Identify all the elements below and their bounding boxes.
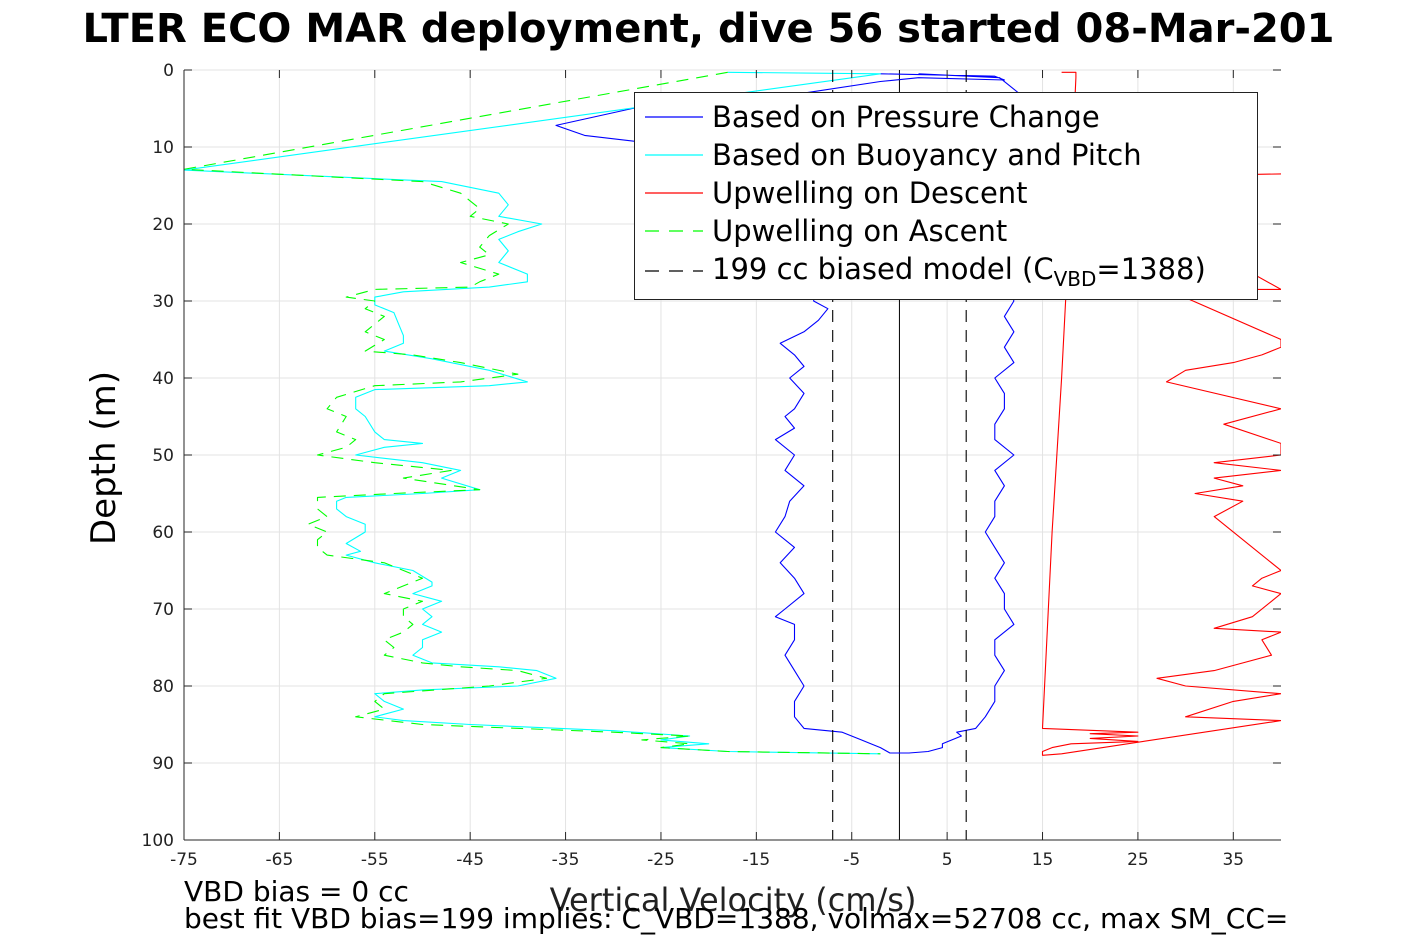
legend-label-descent: Upwelling on Descent — [712, 176, 1028, 210]
y-tick-label-10: 100 — [142, 831, 174, 851]
legend-label-model-sub: VBD — [1053, 266, 1097, 291]
y-tick-label-0: 0 — [163, 61, 174, 81]
x-tick-label-6: -15 — [742, 850, 770, 870]
x-tick-label-3: -45 — [456, 850, 484, 870]
y-tick-label-7: 70 — [152, 600, 174, 620]
legend-label-ascent: Upwelling on Ascent — [712, 214, 1008, 248]
x-axis-label: Vertical Velocity (cm/s) — [549, 881, 917, 919]
x-tick-label-7: -5 — [843, 850, 860, 870]
x-tick-label-4: -35 — [552, 850, 580, 870]
y-tick-label-1: 10 — [152, 138, 174, 158]
x-tick-label-2: -55 — [361, 850, 389, 870]
legend-label-model: 199 cc biased model (CVBD=1388) — [712, 252, 1206, 291]
legend-swatch-buoyancy — [645, 154, 703, 156]
legend-label-model-post: =1388) — [1096, 252, 1206, 286]
legend-label-model-pre: 199 cc biased model (C — [712, 252, 1054, 286]
y-tick-label-5: 50 — [152, 446, 174, 466]
legend-label-buoyancy: Based on Buoyancy and Pitch — [712, 138, 1142, 172]
y-tick-label-2: 20 — [152, 215, 174, 235]
legend-item-ascent: Upwelling on Ascent — [635, 211, 1257, 249]
x-tick-label-9: 15 — [1032, 850, 1054, 870]
legend: Based on Pressure Change Based on Buoyan… — [634, 92, 1258, 300]
y-tick-label-6: 60 — [152, 523, 174, 543]
bias-note: VBD bias = 0 cc — [184, 875, 409, 908]
legend-swatch-model — [645, 270, 703, 272]
series-line-3 — [184, 71, 881, 755]
y-axis-label: Depth (m) — [84, 370, 124, 546]
x-tick-label-5: -25 — [647, 850, 675, 870]
legend-item-model: 199 cc biased model (CVBD=1388) — [635, 249, 1257, 291]
legend-swatch-pressure — [645, 116, 703, 118]
legend-swatch-descent — [645, 192, 703, 194]
x-tick-label-10: 25 — [1127, 850, 1149, 870]
x-tick-label-1: -65 — [266, 850, 294, 870]
legend-label-pressure: Based on Pressure Change — [712, 100, 1100, 134]
best-fit-note: best fit VBD bias=199 implies: C_VBD=138… — [184, 902, 1289, 935]
series-line-2 — [1041, 71, 1281, 756]
y-tick-label-4: 40 — [152, 369, 174, 389]
y-tick-label-9: 90 — [152, 754, 174, 774]
x-tick-label-8: 5 — [942, 850, 953, 870]
legend-swatch-ascent — [645, 230, 703, 232]
x-tick-label-0: -75 — [170, 850, 198, 870]
chart-title: LTER ECO MAR deployment, dive 56 started… — [82, 6, 1335, 52]
legend-item-pressure: Based on Pressure Change — [635, 97, 1257, 135]
legend-item-buoyancy: Based on Buoyancy and Pitch — [635, 135, 1257, 173]
axes: -75 -65 -55 -45 -35 -25 -15 -5 5 15 25 350102030405… — [142, 61, 1281, 870]
legend-item-descent: Upwelling on Descent — [635, 173, 1257, 211]
x-tick-label-11: 35 — [1222, 850, 1244, 870]
y-tick-label-8: 80 — [152, 677, 174, 697]
y-tick-label-3: 30 — [152, 292, 174, 312]
